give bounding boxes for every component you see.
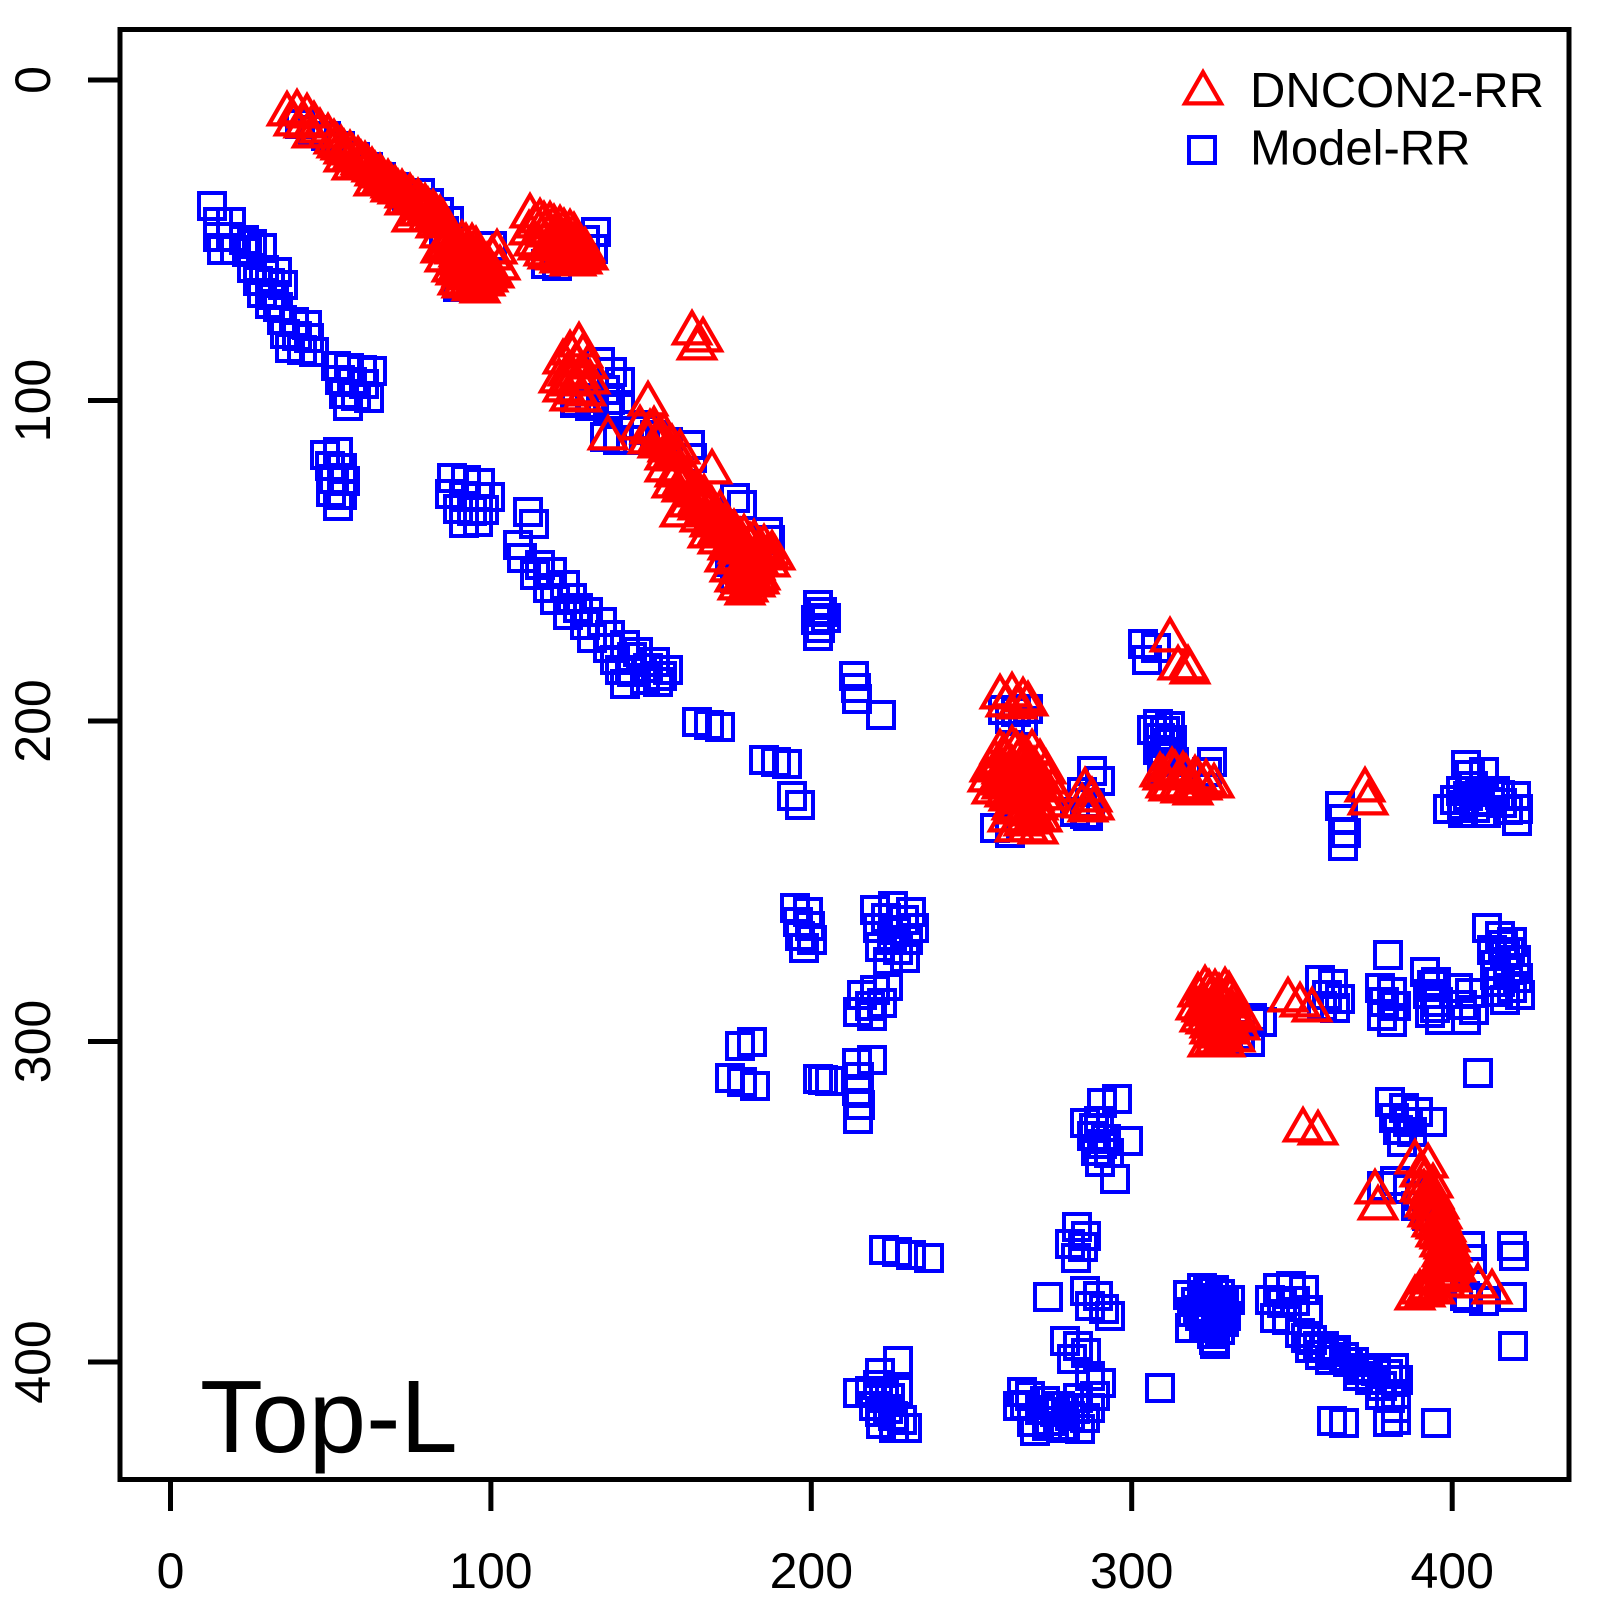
svg-text:300: 300 bbox=[1090, 1543, 1173, 1599]
svg-text:200: 200 bbox=[5, 679, 61, 762]
svg-text:100: 100 bbox=[5, 359, 61, 442]
svg-text:100: 100 bbox=[449, 1543, 532, 1599]
svg-text:Model-RR: Model-RR bbox=[1250, 122, 1471, 176]
svg-text:Top-L: Top-L bbox=[200, 1359, 458, 1474]
svg-text:200: 200 bbox=[770, 1543, 853, 1599]
svg-text:DNCON2-RR: DNCON2-RR bbox=[1250, 64, 1544, 118]
svg-text:400: 400 bbox=[1410, 1543, 1493, 1599]
svg-text:300: 300 bbox=[5, 1000, 61, 1083]
svg-text:0: 0 bbox=[157, 1543, 185, 1599]
svg-text:0: 0 bbox=[5, 66, 61, 94]
svg-text:400: 400 bbox=[5, 1320, 61, 1403]
